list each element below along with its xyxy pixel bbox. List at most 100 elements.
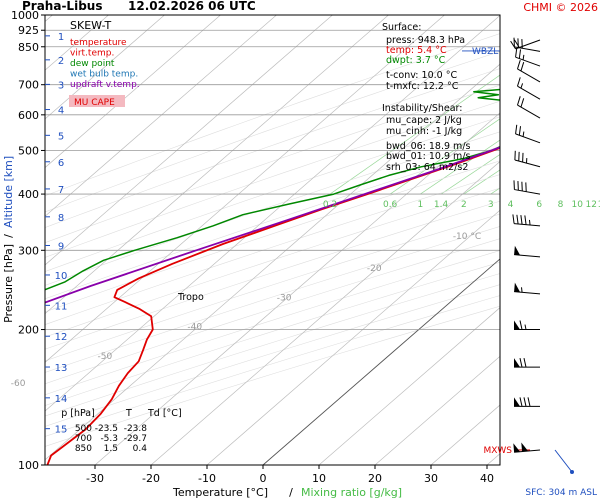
altitude-tick-label: 4 [58, 106, 64, 117]
isotherm-lines [45, 15, 500, 465]
level-table: p [hPa] T Td [°C] 500 -23.5 -23.8 700 -5.3 -29.7… [61, 408, 181, 454]
surface-line: t-mxfc: 12.2 °C [386, 81, 459, 92]
temperature-tick-label: 40 [480, 472, 494, 485]
mixing-ratio-line [440, 154, 500, 195]
wind-barb-staff [514, 291, 541, 295]
y-axis-sep: / [2, 234, 15, 238]
wind-barb-feather [517, 96, 521, 106]
dry-adiabat [45, 187, 500, 338]
isotherm-line [486, 453, 500, 465]
x-axis-label: Temperature [°C] [172, 486, 268, 499]
mu-cape-badge: MU CAPE [74, 98, 115, 108]
wind-barb [514, 282, 541, 295]
pressure-tick-label: 200 [18, 324, 39, 337]
dry-adiabat [45, 84, 500, 244]
legend-entry: updraft v.temp. [70, 80, 140, 90]
altitude-tick-label: 2 [58, 56, 64, 67]
wind-barb-pennant [514, 397, 520, 407]
dry-adiabat [45, 100, 500, 258]
x-axis-title: Temperature [°C] / Mixing ratio [g/kg] [172, 486, 402, 499]
mixing-ratio-line [329, 74, 500, 195]
isotherm-line [45, 15, 389, 315]
mixing-ratio-label: 1 [417, 200, 423, 210]
pressure-tick-label: 600 [18, 109, 39, 122]
isotherm-labels: -80-70-60-50-40-30-20-10 °C [11, 232, 481, 389]
dry-adiabat [45, 238, 500, 385]
hodo-line [554, 449, 573, 473]
wind-barb-feather [523, 358, 527, 368]
legend-title: SKEW-T [70, 19, 112, 32]
mixing-ratio-label: 3 [488, 200, 494, 210]
wind-barb-staff [514, 189, 541, 195]
table-header: Td [°C] [147, 408, 182, 419]
mixing-ratio-labels: 0.20.611.423468101214172025 [323, 200, 600, 210]
y-axis-label: Pressure [hPa] [2, 244, 15, 323]
mixing-ratio-label: 14 [598, 200, 600, 210]
wind-barb-feather [523, 397, 527, 407]
wind-barb [514, 245, 541, 258]
mixing-ratio-label: 10 [572, 200, 584, 210]
dry-adiabat [45, 213, 500, 362]
pressure-tick-label: 925 [18, 24, 39, 37]
datetime-title: 12.02.2026 06 UTC [128, 0, 256, 13]
mixing-ratio-label: 4 [508, 200, 514, 210]
dry-adiabat [45, 273, 500, 417]
dry-adiabat [45, 226, 500, 373]
y-axis-title: Pressure [hPa] / Altitude [km] [2, 156, 15, 323]
altitude-tick-label: 15 [55, 425, 68, 436]
table-cell: -5.3 [100, 434, 118, 444]
pressure-tick-label: 400 [18, 188, 39, 201]
wind-barb [514, 358, 540, 368]
wind-barb [514, 150, 541, 168]
table-header: T [125, 408, 132, 419]
wind-barb [512, 214, 541, 227]
table-cell: -23.5 [95, 424, 118, 434]
instability-line: mu_cape: 2 J/kg [386, 115, 462, 126]
wind-barb [517, 77, 541, 100]
mixing-ratio-line [577, 15, 600, 194]
wind-barb [517, 59, 541, 83]
altitude-tick-label: 8 [58, 213, 64, 224]
altitude-tick-label: 9 [58, 241, 64, 252]
instability-line: bwd_01: 10.9 m/s [386, 151, 471, 162]
legend-entry: wet bulb temp. [70, 70, 138, 80]
wind-barb-pennant [513, 443, 521, 453]
wind-barb-pennant [514, 320, 520, 330]
wind-barb-feather [515, 124, 518, 134]
pressure-tick-label: 100 [18, 459, 39, 472]
wind-barb [517, 96, 541, 119]
wind-barb-staff [517, 85, 541, 100]
dry-adiabats [45, 33, 500, 447]
mixing-ratio-line [463, 169, 500, 195]
series-wet-bulb-temp-line [593, 25, 600, 102]
sfc-label: SFC: 304 m ASL [525, 488, 597, 498]
pressure-tick-label: 500 [18, 144, 39, 157]
isobar-lines [45, 15, 500, 465]
wind-barb [515, 124, 541, 144]
wind-barb-staff [517, 104, 541, 119]
wind-barb [514, 320, 540, 331]
isotherm-line [150, 161, 500, 465]
annotations: Tropo WBZL MXWS [177, 47, 530, 456]
profile-lines [45, 25, 600, 465]
mixing-ratio-line [420, 139, 500, 195]
dry-adiabat [45, 250, 500, 396]
wind-barb-staff [515, 133, 541, 144]
wind-barb-feather [520, 61, 525, 72]
pressure-axis: 100 200 300 400 500 600 700 850 925 1000 [11, 9, 45, 472]
series-dew-point-line [45, 88, 500, 291]
plot-area [45, 15, 600, 465]
altitude-tick-label: 5 [58, 131, 64, 142]
instability-title: Instability/Shear: [382, 103, 462, 114]
tropopause-label: Tropo [177, 292, 204, 303]
temperature-axis: -30 -20 -10 0 10 20 30 40 [86, 465, 494, 485]
surface-line: press: 948.3 hPa [386, 35, 465, 46]
surface-title: Surface: [382, 22, 421, 33]
x-axis-label-2: Mixing ratio [g/kg] [301, 486, 402, 499]
isotherm-line [262, 258, 500, 465]
wind-barb [515, 47, 541, 67]
mixing-ratio-label: 0.2 [323, 200, 337, 210]
surface-line: t-conv: 10.0 °C [386, 70, 457, 81]
table-header: p [hPa] [61, 408, 95, 419]
